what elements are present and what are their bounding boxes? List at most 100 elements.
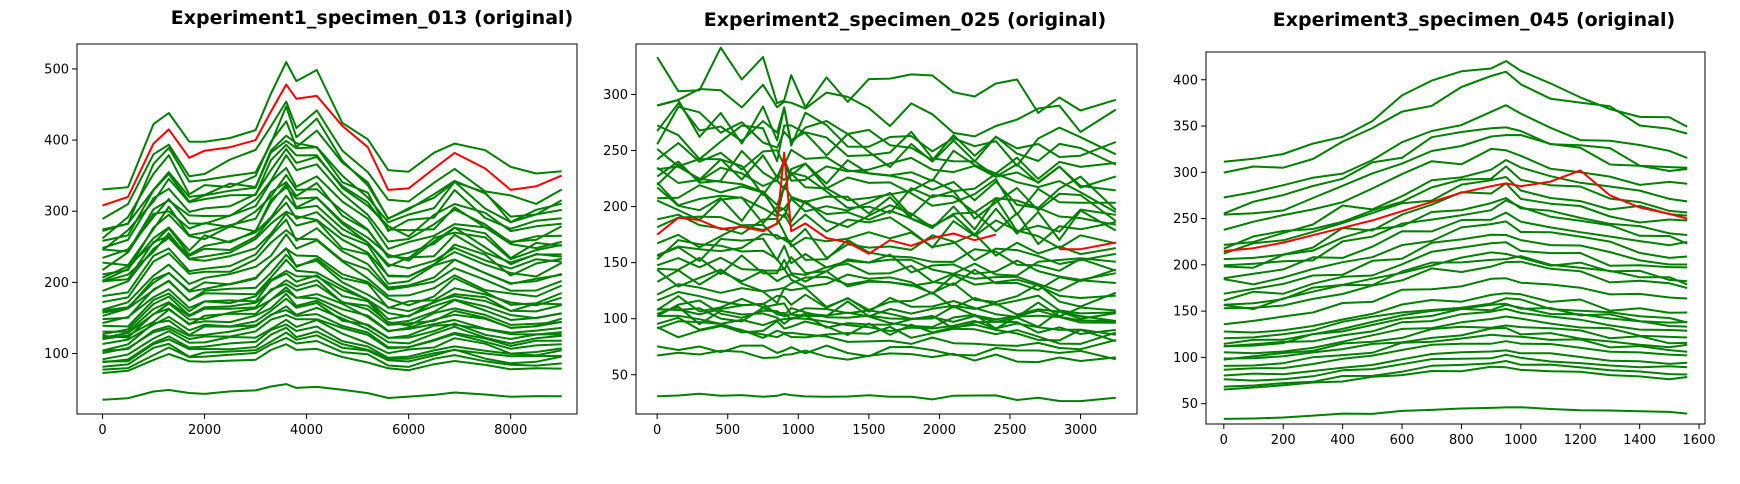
plot-frame-2 xyxy=(635,43,1138,415)
series-line xyxy=(1223,165,1688,250)
x-tick-label: 400 xyxy=(1330,433,1355,448)
series-line xyxy=(1223,353,1688,382)
series-line xyxy=(1223,199,1688,267)
series-line xyxy=(102,218,562,298)
series-line xyxy=(102,61,562,191)
series-line xyxy=(102,314,562,355)
series-line xyxy=(102,305,562,352)
chart-panel-3: Experiment3_specimen_045 (original) 0 200… xyxy=(1173,9,1715,448)
y-tick-label: 300 xyxy=(1173,166,1198,181)
y-tick-label: 250 xyxy=(603,144,628,159)
x-tick-label: 2000 xyxy=(188,423,221,438)
series-line xyxy=(657,184,1116,226)
x-tick-label: 6000 xyxy=(392,423,425,438)
y-tick-label: 350 xyxy=(1173,120,1198,135)
y-tick-label: 250 xyxy=(1173,212,1198,227)
y-tick-label: 50 xyxy=(611,368,628,383)
series-line xyxy=(101,100,563,220)
highlight-series-line xyxy=(1223,169,1688,252)
series-line xyxy=(1223,182,1688,261)
series-line xyxy=(1223,349,1688,377)
y-tick-label: 50 xyxy=(1181,397,1198,412)
series-line xyxy=(102,210,563,283)
series-line xyxy=(1223,340,1688,371)
series-line xyxy=(657,344,1117,361)
series-line xyxy=(102,309,562,352)
series-line xyxy=(102,139,562,242)
x-tick-label: 600 xyxy=(1390,433,1415,448)
series-line xyxy=(657,302,1116,323)
chart-lines-2 xyxy=(656,46,1117,403)
series-line xyxy=(656,186,1117,241)
x-tick-label: 8000 xyxy=(494,423,527,438)
series-line xyxy=(102,154,562,253)
series-line xyxy=(1223,176,1688,255)
chart-title-1: Experiment1_specimen_013 (original) xyxy=(171,7,573,29)
series-line xyxy=(102,292,562,341)
series-line xyxy=(102,297,562,345)
series-line xyxy=(656,325,1117,351)
series-line xyxy=(102,269,562,324)
series-line xyxy=(1223,327,1688,360)
series-line xyxy=(102,383,562,401)
x-tick-label: 800 xyxy=(1449,433,1474,448)
series-line xyxy=(1223,159,1688,246)
x-tick-label: 500 xyxy=(715,423,740,438)
chart-title-2: Experiment2_specimen_025 (original) xyxy=(704,9,1106,31)
series-line xyxy=(102,343,562,374)
y-tick-label: 200 xyxy=(603,200,628,215)
series-line xyxy=(656,102,1117,162)
series-line xyxy=(656,105,1117,166)
x-tick-label: 2500 xyxy=(993,423,1026,438)
series-line xyxy=(101,120,562,240)
series-line xyxy=(102,283,562,333)
x-tick-label: 0 xyxy=(1220,433,1228,448)
chart-lines-3 xyxy=(1223,60,1688,420)
series-line xyxy=(1223,406,1688,420)
series-line xyxy=(656,316,1117,343)
series-line xyxy=(657,392,1116,403)
series-line xyxy=(1223,315,1688,355)
chart-title-3: Experiment3_specimen_045 (original) xyxy=(1273,9,1675,31)
series-line xyxy=(1223,220,1688,286)
chart-ticks-2: 0 500 1000 1500 2000 2500 3000 50 100 150 200 250 30… xyxy=(603,88,1097,438)
series-line xyxy=(656,268,1117,308)
series-line xyxy=(102,326,562,363)
y-tick-label: 150 xyxy=(603,256,628,271)
highlight-series-line xyxy=(102,83,563,207)
plot-frame-3 xyxy=(1205,51,1706,425)
y-tick-label: 400 xyxy=(1173,73,1198,88)
series-line xyxy=(656,149,1117,211)
y-tick-label: 100 xyxy=(1173,351,1198,366)
series-line xyxy=(1223,365,1688,391)
series-line xyxy=(657,314,1116,336)
x-tick-label: 1000 xyxy=(1504,433,1537,448)
series-line xyxy=(102,286,562,339)
chart-panel-1: Experiment1_specimen_013 (original) 0 200… xyxy=(44,7,578,438)
series-line xyxy=(656,256,1116,292)
x-tick-label: 1600 xyxy=(1683,433,1716,448)
x-tick-label: 1200 xyxy=(1564,433,1597,448)
chart-panel-2: Experiment2_specimen_025 (original) 0 500… xyxy=(603,9,1138,438)
series-line xyxy=(1223,333,1688,367)
series-line xyxy=(1223,292,1688,334)
series-line xyxy=(657,254,1117,291)
plot-frame-1 xyxy=(76,43,578,415)
y-tick-label: 400 xyxy=(44,134,69,149)
x-tick-label: 0 xyxy=(653,423,661,438)
series-line xyxy=(1223,307,1688,348)
y-tick-label: 300 xyxy=(44,205,69,220)
series-line xyxy=(656,124,1117,189)
series-line xyxy=(1223,255,1688,311)
y-tick-label: 100 xyxy=(44,347,69,362)
series-line xyxy=(656,83,1117,138)
highlight-series-line xyxy=(656,151,997,255)
series-line xyxy=(656,148,1116,192)
series-line xyxy=(102,323,562,364)
series-line xyxy=(656,158,1116,216)
series-line xyxy=(656,299,1116,328)
series-line xyxy=(1223,233,1688,295)
series-line xyxy=(656,46,1117,114)
series-line xyxy=(1223,126,1688,215)
series-line xyxy=(102,183,562,282)
